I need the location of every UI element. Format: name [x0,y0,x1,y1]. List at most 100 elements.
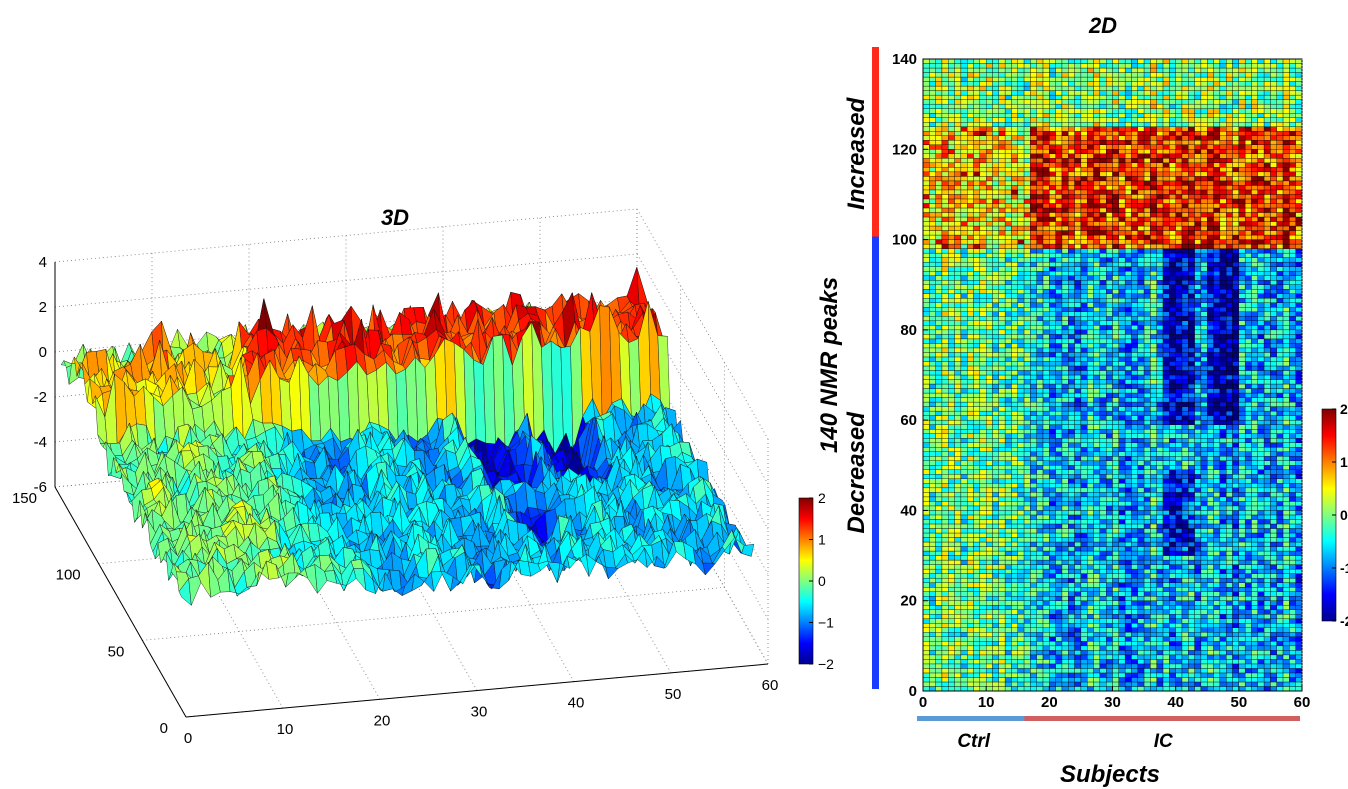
heatmap-cell [1087,532,1094,538]
heatmap-cell [1188,541,1195,547]
heatmap-cell [954,672,962,678]
heatmap-cell [941,605,949,610]
heatmap-cell [1055,641,1063,647]
heatmap-cell [1295,654,1303,660]
heatmap-cell [1093,681,1101,687]
heatmap-cell [1181,546,1189,552]
heatmap-cell [1181,559,1189,565]
heatmap-cell [1175,614,1183,619]
heatmap-cell [1257,672,1265,678]
heatmap-cell [973,641,981,647]
heatmap-cell [1143,582,1151,588]
heatmap-cell [1061,632,1069,637]
heatmap-cell [1156,686,1164,692]
heatmap-cell [1118,528,1126,534]
heatmap-cell [1143,645,1151,651]
heatmap-cell [1106,591,1113,597]
heatmap-cell [1238,605,1246,610]
heatmap-cell [1080,541,1088,547]
heatmap-cell [922,623,930,628]
heatmap-cell [1244,641,1252,647]
heatmap-cell [1150,605,1157,610]
heatmap-cell [1181,591,1189,597]
heatmap-cell [1011,564,1018,570]
heatmap-cell [1087,605,1094,610]
heatmap-cell [1194,677,1202,683]
heatmap-cell [973,577,981,583]
heatmap-cell [1188,555,1195,561]
heatmap-cell [1055,618,1063,624]
heatmap-cell [1036,559,1044,565]
heatmap-cell [1162,586,1170,592]
heatmap-cell [1011,677,1018,683]
heatmap-cell [1282,541,1290,547]
heatmap-cell [1181,641,1189,647]
heatmap-cell [1030,618,1037,624]
heatmap-cell [1282,654,1290,660]
heatmap-cell [1295,550,1303,556]
heatmap-cell [1017,677,1025,683]
heatmap-cell [992,681,999,687]
heatmap-cell [967,596,974,601]
heatmap-cell [1156,591,1164,597]
heatmap-cell [1219,654,1227,660]
heatmap-cell [1030,586,1037,592]
heatmap-cell [992,550,999,556]
heatmap-cell [1263,532,1271,538]
heatmap-cell [1143,677,1151,683]
heatmap-cell [1156,654,1164,660]
heatmap-cell [1074,537,1082,543]
heatmap-cell [1289,645,1296,651]
heatmap-cell [1175,632,1183,637]
heatmap-cell [1030,555,1037,561]
heatmap-cell [1226,550,1233,556]
heatmap-cell [1194,636,1202,642]
heatmap-cell [1112,627,1119,633]
heatmap-cell [1004,677,1012,683]
heatmap-cell [1118,681,1126,687]
heatmap-cell [1270,636,1277,642]
heatmap-cell [1244,609,1252,615]
heatmap-cell [967,591,974,597]
heatmap-cell [1055,541,1063,547]
heatmap-cell [1194,650,1202,656]
heatmap-cell [1087,627,1094,633]
heatmap-cell [1194,564,1202,570]
heatmap-cell [1282,564,1290,570]
heatmap-cell [1200,555,1208,561]
heatmap-cell [1162,541,1170,547]
heatmap-cell [1080,645,1088,651]
heatmap-cell [1042,586,1050,592]
heatmap-cell [1124,627,1132,633]
heatmap-cell [967,541,974,547]
heatmap-cell [992,586,999,592]
heatmap-cell [1219,659,1227,665]
heatmap-cell [1200,645,1208,651]
heatmap-cell [935,568,943,574]
heatmap-cell [998,663,1006,669]
heatmap-cell [948,591,955,597]
heatmap-cell [1131,586,1138,592]
heatmap-cell [1194,632,1202,637]
heatmap-cell [1131,659,1138,665]
heatmap-cell [1175,650,1183,656]
heatmap-cell [1106,609,1113,615]
heatmap-cell [1099,523,1107,529]
heatmap-cell [935,586,943,592]
heatmap-cell [1270,605,1277,610]
heatmap-cell [1194,546,1202,552]
heatmap-cell [1150,550,1157,556]
heatmap-cell [1106,663,1113,669]
heatmap-cell [998,582,1006,588]
heatmap-cell [922,546,930,552]
heatmap-cell [1118,672,1126,678]
heatmap-cell [1143,650,1151,656]
heatmap-cell [1169,663,1176,669]
heatmap-cell [1143,681,1151,687]
heatmap-cell [1030,537,1037,543]
heatmap-cell [1131,641,1138,647]
heatmap-cell [1175,555,1183,561]
heatmap-cell [1188,559,1195,565]
heatmap-cell [1238,532,1246,538]
heatmap-cell [967,532,974,538]
